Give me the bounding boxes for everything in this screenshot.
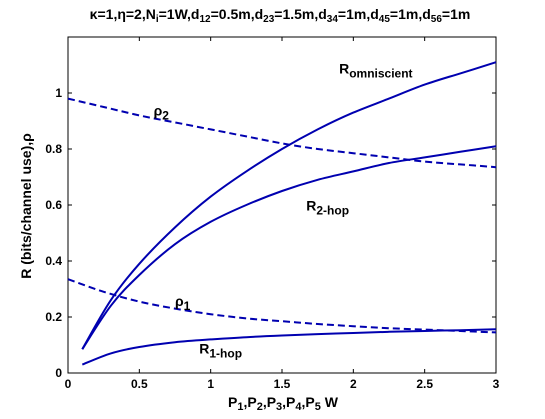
y-axis-label: R (bits/channel use),ρ xyxy=(18,133,34,279)
axes-box xyxy=(67,36,497,374)
series-annotation-1: ρ2 xyxy=(154,102,170,122)
series-line-3 xyxy=(67,278,497,334)
y-tick-label: 1 xyxy=(55,86,62,100)
x-tick-label: 3 xyxy=(493,377,500,391)
series-line-1 xyxy=(81,145,497,350)
chart-title: κ=1,η=2,Ni=1W,d12=0.5m,d23=1.5m,d34=1m,d… xyxy=(90,6,471,25)
plot-area: 0 0.5 1 1.5 2 2.5 3 0 0.2 0.4 0.6 0.8 1 Romniscient ρ2… xyxy=(45,36,500,391)
series-annotation-3: ρ1 xyxy=(175,293,191,313)
x-tick-label: 2 xyxy=(350,377,357,391)
series-annotation-2: R2-hop xyxy=(306,198,349,218)
y-tick-label: 0.2 xyxy=(45,310,62,324)
series-line-0 xyxy=(81,61,497,350)
series-annotation-0: Romniscient xyxy=(339,60,412,80)
x-tick-label: 0.5 xyxy=(131,377,148,391)
y-tick-label: 0.8 xyxy=(45,142,62,156)
x-tick-label: 1.5 xyxy=(274,377,291,391)
series-line-4 xyxy=(81,328,497,366)
y-tick-label: 0 xyxy=(55,366,62,380)
y-tick-label: 0.4 xyxy=(45,254,62,268)
x-tick-label: 0 xyxy=(65,377,72,391)
x-tick-label: 1 xyxy=(207,377,214,391)
x-tick-label: 2.5 xyxy=(416,377,433,391)
x-axis-label: P1,P2,P3,P4,P5 W xyxy=(228,394,339,413)
y-tick-label: 0.6 xyxy=(45,198,62,212)
series-annotation-4: R1-hop xyxy=(199,340,242,360)
